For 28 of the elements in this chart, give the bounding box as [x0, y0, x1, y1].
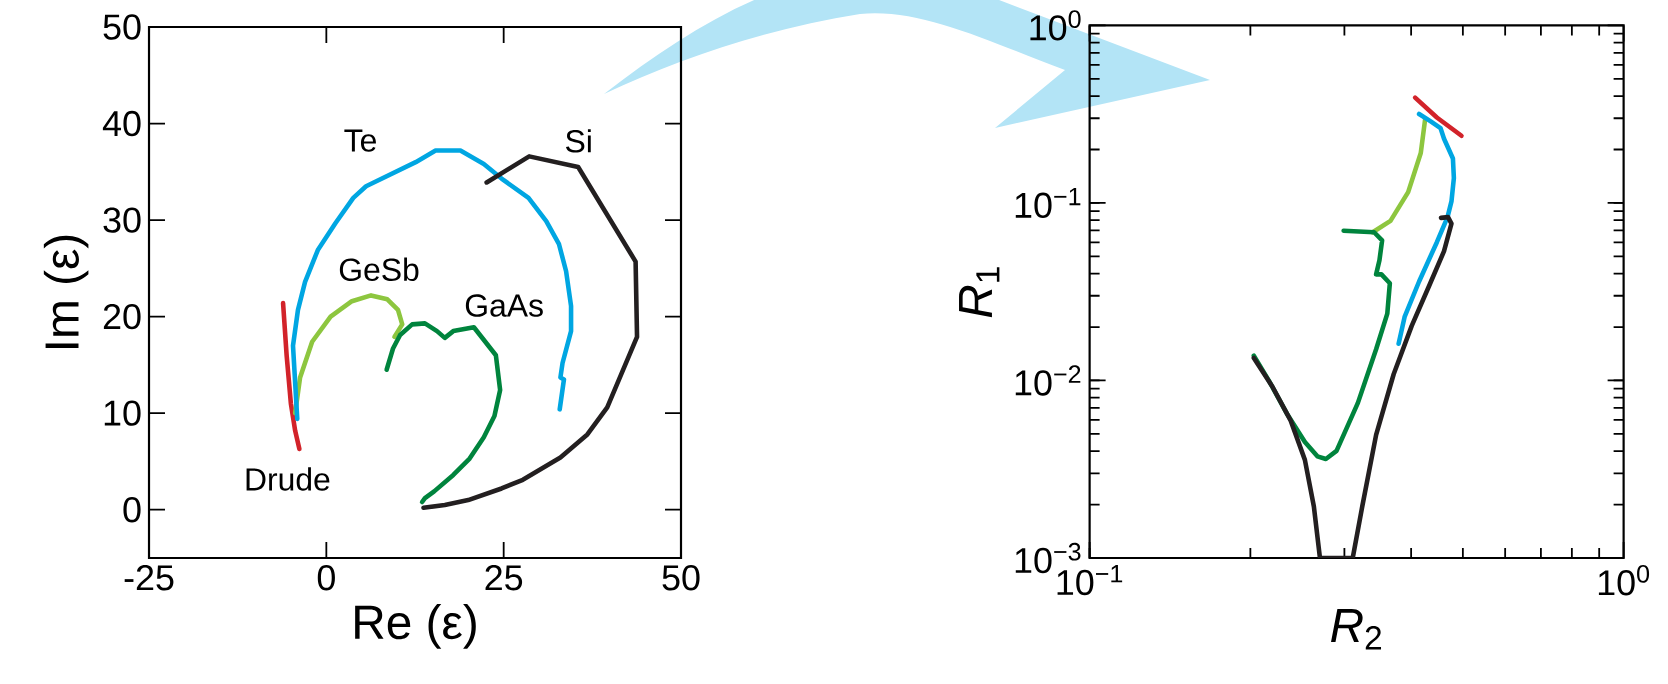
- line-series: [384, 321, 503, 505]
- x-tick-label: 0: [317, 565, 335, 591]
- x-tick-label: 50: [662, 565, 700, 591]
- line-series: [1396, 111, 1457, 347]
- y-tick-label: 10$^{−1}$: [1015, 187, 1081, 218]
- y-axis-title: Im (ε): [43, 235, 89, 348]
- series-label: GaAs: [465, 294, 543, 317]
- x-tick-label: -25: [124, 565, 174, 591]
- series-label: Te: [344, 129, 376, 152]
- series-label: Drude: [246, 467, 330, 491]
- y-tick-label: 40: [102, 110, 141, 137]
- x-tick-label: 25: [485, 565, 523, 591]
- line-series: [421, 154, 640, 511]
- y-tick-label: 50: [103, 14, 141, 40]
- y-axis-title: R$_{1}$: [959, 267, 1000, 318]
- y-tick-label: 10$^{0}$: [1030, 10, 1081, 41]
- x-axis-title: Re (ε): [355, 604, 476, 649]
- x-tick-label: 10$^{0}$: [1598, 565, 1650, 596]
- y-tick-label: 0: [123, 497, 141, 523]
- line-series: [280, 300, 302, 452]
- series-label: Si: [565, 129, 591, 153]
- y-tick-label: 30: [103, 207, 141, 233]
- line-series: [292, 293, 405, 416]
- y-tick-label: 20: [103, 303, 141, 330]
- series-label: GeSb: [339, 257, 419, 282]
- y-tick-label: 10: [104, 400, 141, 426]
- x-axis-title: R$_{2}$: [1331, 609, 1382, 650]
- y-tick-label: 10$^{−2}$: [1015, 365, 1081, 396]
